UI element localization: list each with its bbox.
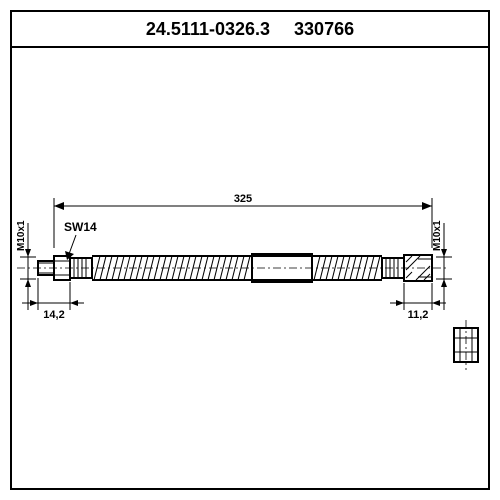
svg-text:11,2: 11,2 [408,309,429,321]
svg-text:M10x1: M10x1 [16,220,27,251]
thread-right-label: M10x1 [432,220,452,310]
ref-number: 330766 [294,19,354,40]
technical-drawing: 325 SW14 [12,48,488,490]
dim-overall-length: 325 [54,193,432,248]
drawing-frame: 24.5111-0326.3 330766 325 SW14 [10,10,490,490]
thread-left-label: M10x1 [16,220,36,310]
part-number: 24.5111-0326.3 [146,19,270,40]
end-view [454,320,478,370]
dim-right-end: 11,2 [390,283,446,321]
svg-text:M10x1: M10x1 [432,220,443,251]
dim-overall-length-value: 325 [234,193,252,205]
wrench-size-label: SW14 [64,220,97,260]
drawing-svg: 325 SW14 [12,48,488,490]
svg-text:SW14: SW14 [64,220,97,234]
dim-left-end: 14,2 [22,278,84,321]
svg-text:14,2: 14,2 [43,309,64,321]
title-bar: 24.5111-0326.3 330766 [12,12,488,48]
